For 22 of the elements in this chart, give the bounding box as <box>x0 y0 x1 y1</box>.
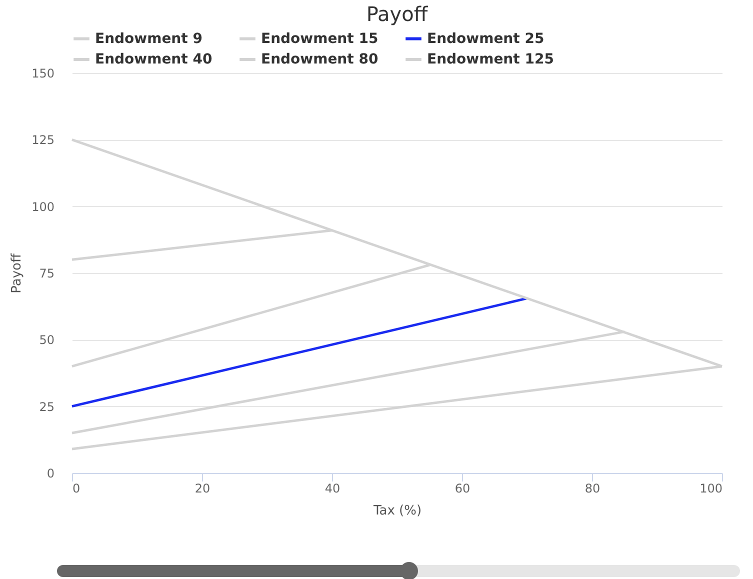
y-tick-label: 100 <box>32 200 54 214</box>
y-tick-label: 0 <box>46 466 54 480</box>
legend-label: Endowment 9 <box>95 30 202 47</box>
y-tick-label: 150 <box>32 66 54 80</box>
legend-label: Endowment 25 <box>427 30 544 47</box>
x-axis-title: Tax (%) <box>372 504 422 518</box>
x-tick-label: 0 <box>72 482 80 496</box>
y-tick-label: 125 <box>32 133 54 148</box>
x-tick-label: 20 <box>194 482 210 496</box>
y-tick-label: 75 <box>39 266 54 280</box>
x-tick-label: 40 <box>324 482 340 496</box>
y-tick-label: 50 <box>39 333 54 348</box>
x-tick-label: 60 <box>454 482 470 496</box>
legend-label: Endowment 40 <box>95 52 212 68</box>
y-axis-title: Payoff <box>10 252 25 294</box>
x-tick-label: 80 <box>584 482 600 496</box>
x-tick-label: 100 <box>700 482 722 496</box>
chart-title: Payoff <box>366 2 429 26</box>
legend-label: Endowment 80 <box>261 52 378 68</box>
legend-label: Endowment 15 <box>261 30 378 47</box>
legend-label: Endowment 125 <box>427 52 554 68</box>
y-tick-label: 25 <box>39 400 54 414</box>
